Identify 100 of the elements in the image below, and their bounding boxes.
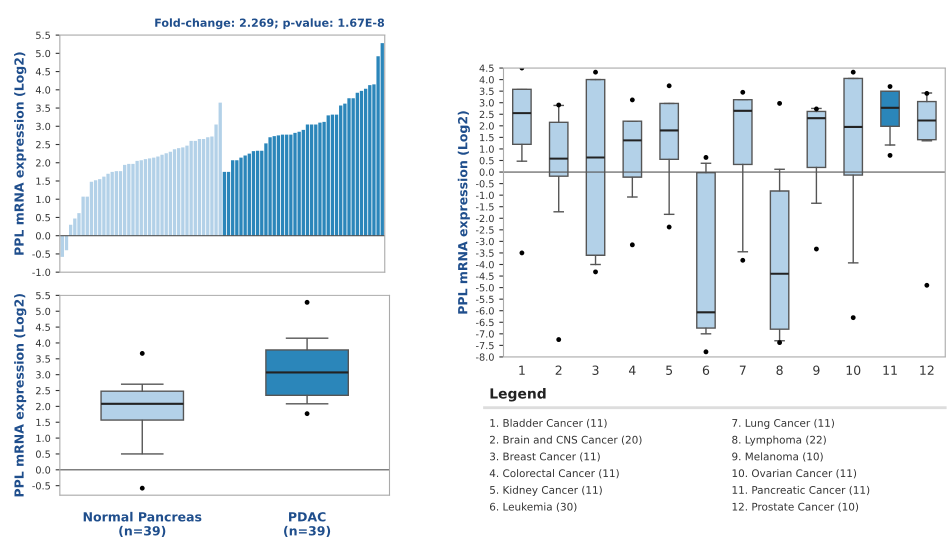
legend-title: Legend (490, 388, 546, 402)
y-tick-label: 3.0 (36, 371, 50, 378)
y-tick-label: 0.5 (480, 156, 494, 164)
x-tick-label: 4 (628, 366, 636, 375)
bar (364, 88, 368, 236)
x-tick-label: 6 (702, 365, 710, 375)
text: 5. Kidney Cancer (11) (490, 486, 602, 496)
text: 4. Colorectal Cancer (11) (490, 469, 619, 478)
x-tick-label: 12 (920, 365, 934, 375)
bar (102, 176, 106, 236)
y-tick-label: 5.0 (36, 50, 50, 58)
text: 9. Melanoma (10) (732, 452, 823, 462)
bar (81, 196, 85, 236)
x-tick-label: 5 (666, 366, 672, 375)
y-tick-label: 3.5 (480, 88, 494, 95)
text: 8. Lymphoma (22) (732, 436, 826, 446)
y-tick-label: 5.5 (36, 32, 50, 39)
bar (189, 140, 193, 236)
text: 6. Leukemia (30) (490, 502, 576, 512)
bar (222, 172, 226, 236)
y-tick-label: 1.5 (36, 418, 50, 426)
y-tick-label: -1.0 (32, 268, 50, 276)
bar (256, 150, 260, 236)
y-tick-label: -6.0 (476, 307, 494, 315)
y-tick-label: -4.5 (476, 272, 494, 280)
bar (181, 147, 184, 236)
bar (252, 151, 256, 236)
y-tick-label: -4.0 (476, 260, 494, 268)
y-tick-label: -3.0 (476, 238, 494, 246)
y-tick-label: 0.0 (480, 168, 494, 176)
bar (198, 139, 202, 236)
chart-title: Fold-change: 2.269; p-value: 1.67E-8 (155, 18, 384, 30)
y-tick-label: -5.5 (476, 296, 494, 303)
y-tick-label: -1.0 (476, 192, 494, 199)
bar (380, 43, 384, 236)
y-tick-label: 1.5 (36, 178, 50, 185)
bar (293, 132, 297, 236)
y-tick-label: 0.5 (36, 214, 50, 222)
bar (202, 139, 206, 236)
bar (127, 164, 130, 236)
bar (360, 90, 364, 236)
y-tick-label: 0.0 (36, 466, 50, 474)
bar (148, 158, 152, 236)
y-tick-label: -7.0 (476, 330, 494, 338)
bar (280, 134, 284, 236)
y-tick-label: 5.5 (36, 292, 50, 300)
bar (310, 124, 314, 236)
bar (276, 135, 280, 236)
bar (114, 171, 118, 236)
y-axis-title: PPL mRNA expression (Log2) (458, 111, 470, 314)
y-tick-label: 3.5 (36, 355, 50, 363)
bar (135, 160, 139, 236)
bar (243, 155, 247, 236)
bar (194, 140, 197, 236)
y-tick-label: -2.0 (476, 214, 494, 222)
bar (231, 160, 234, 236)
bar (318, 122, 322, 236)
text: 12. Prostate Cancer (10) (732, 502, 858, 512)
bar (285, 134, 288, 236)
bar (330, 114, 334, 236)
y-tick-label: -0.5 (476, 180, 494, 188)
bar (326, 115, 330, 236)
y-tick-label: 2.0 (36, 159, 50, 167)
y-tick-label: -6.5 (476, 318, 494, 326)
bar (168, 152, 172, 236)
bar (248, 154, 251, 236)
x-tick-label: 2 (556, 365, 562, 375)
bar (347, 98, 351, 236)
y-tick-label: 2.0 (480, 122, 494, 130)
bar (156, 156, 160, 236)
x-tick-label: PDAC (n=39) (284, 512, 330, 537)
bar (152, 158, 156, 236)
y-tick-label: 1.0 (36, 196, 50, 204)
x-tick-label: 1 (519, 366, 525, 375)
y-tick-label: 3.5 (36, 104, 50, 112)
y-tick-label: -0.5 (32, 250, 50, 258)
x-tick-label: Normal Pancreas (n=39) (84, 512, 202, 537)
y-tick-label: 3.0 (36, 122, 50, 130)
bar (144, 159, 148, 236)
y-tick-label: 1.5 (480, 134, 494, 142)
y-axis-title: PPL mRNA expression (Log2) (14, 294, 26, 496)
y-tick-label: 4.0 (479, 76, 494, 84)
bar (235, 160, 239, 236)
bar (268, 137, 272, 236)
y-tick-label: 2.5 (480, 110, 494, 118)
bar (239, 158, 243, 236)
y-tick-label: -7.5 (476, 342, 494, 350)
bar (206, 137, 210, 236)
bar (368, 85, 372, 236)
y-tick-label: -1.5 (476, 203, 494, 211)
y-tick-label: -3.5 (476, 249, 494, 257)
bar (218, 102, 222, 236)
bar (60, 236, 64, 257)
text: 10. Ovarian Cancer (11) (732, 469, 856, 478)
y-tick-label: 1.0 (36, 434, 50, 442)
y-tick-label: 4.0 (36, 86, 50, 94)
bar (356, 92, 359, 236)
y-tick-label: 1.0 (480, 145, 494, 153)
y-tick-label: 3.0 (480, 99, 494, 107)
bar (123, 164, 126, 236)
